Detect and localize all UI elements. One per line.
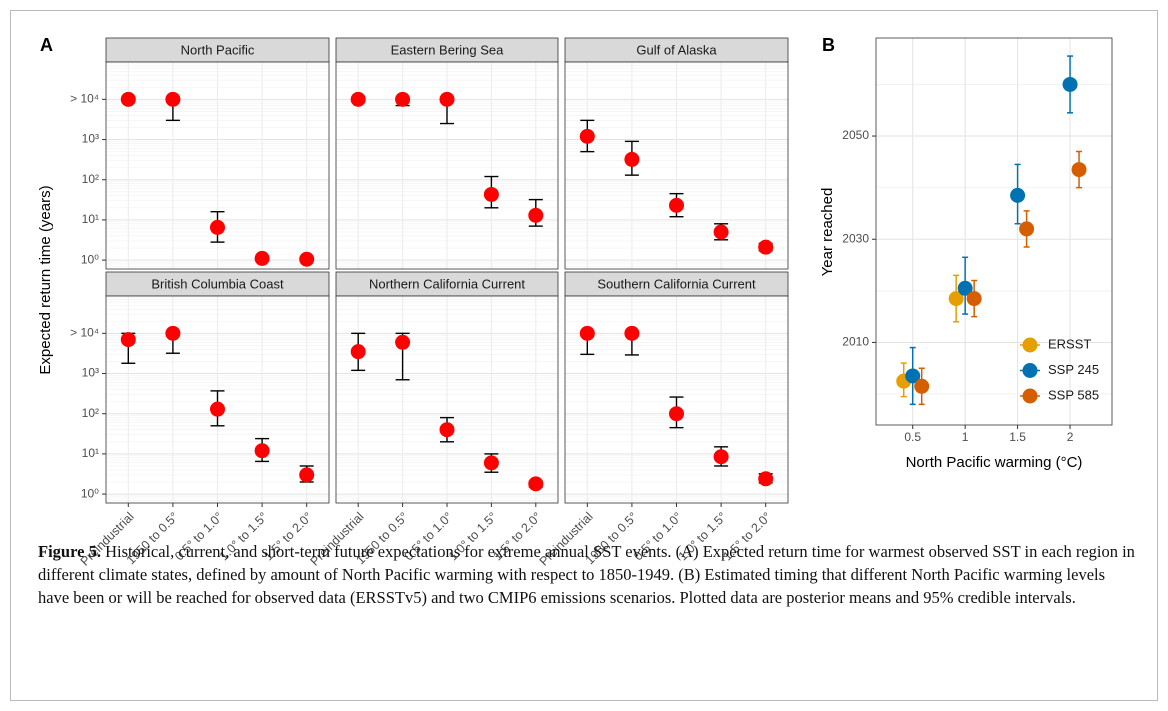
x-tick-label: 1.5 <box>1009 430 1026 444</box>
point <box>579 325 595 341</box>
point <box>210 401 225 417</box>
point <box>483 455 499 471</box>
point <box>914 378 930 394</box>
strip-title: Southern California Current <box>597 276 756 291</box>
point <box>299 251 315 267</box>
caption: Figure 5. Historical, current, and short… <box>38 540 1138 609</box>
point <box>395 334 411 350</box>
legend-label: SSP 585 <box>1048 387 1099 402</box>
point <box>165 91 181 107</box>
point <box>395 91 411 107</box>
x-axis-title: North Pacific warming (°C) <box>906 454 1083 471</box>
legend-key <box>1022 363 1038 378</box>
y-tick-label: 10² <box>82 406 99 420</box>
y-tick-label: 10¹ <box>82 212 99 226</box>
panel-border <box>875 37 1113 426</box>
y-tick-label: > 10⁴ <box>70 326 99 340</box>
panel <box>876 38 1112 425</box>
strip <box>105 271 330 297</box>
y-tick-label: 10⁰ <box>81 252 99 266</box>
y-tick-label: 2050 <box>842 128 869 142</box>
strip <box>564 271 789 297</box>
point <box>713 449 729 465</box>
point <box>528 207 544 223</box>
legend-key <box>1022 388 1038 404</box>
y-tick-label: 10⁰ <box>81 486 99 500</box>
point <box>905 368 921 384</box>
strip <box>105 37 330 63</box>
point <box>439 422 455 438</box>
y-tick-label: 2010 <box>842 335 869 349</box>
point <box>957 280 973 296</box>
legend-label: ERSST <box>1048 336 1091 351</box>
x-tick-label: 0.5 <box>904 430 921 444</box>
strip-title: North Pacific <box>181 42 255 57</box>
x-tick-label: 2 <box>1067 430 1074 444</box>
point <box>254 443 270 459</box>
point <box>350 91 366 107</box>
point <box>254 250 270 266</box>
point <box>1071 162 1087 178</box>
caption-text: Historical, current, and short-term futu… <box>38 542 1135 607</box>
y-tick-label: 10² <box>82 172 99 186</box>
panel-border <box>105 61 330 270</box>
strip-title: Gulf of Alaska <box>636 42 717 57</box>
point <box>713 224 729 240</box>
y-tick-label: 2030 <box>842 231 869 245</box>
point <box>1019 221 1035 237</box>
point <box>579 128 595 144</box>
strip-title: British Columbia Coast <box>151 276 284 291</box>
point <box>624 325 640 341</box>
strip-title: Eastern Bering Sea <box>391 42 505 57</box>
x-tick-label: 1 <box>962 430 969 444</box>
y-tick-label: 10³ <box>82 132 99 146</box>
strip <box>335 271 559 297</box>
panel-label: A <box>40 35 53 55</box>
panel-border <box>335 61 559 270</box>
strip <box>564 37 789 63</box>
point <box>1062 76 1078 92</box>
point <box>350 344 366 360</box>
legend-label: SSP 245 <box>1048 362 1099 377</box>
point <box>624 151 640 167</box>
point <box>439 91 455 107</box>
point <box>483 186 499 202</box>
point <box>299 467 315 483</box>
point <box>669 197 684 213</box>
strip <box>335 37 559 63</box>
point <box>120 332 136 348</box>
y-axis-title: Year reached <box>819 188 836 277</box>
point <box>758 239 774 255</box>
figure-frame <box>10 10 1158 701</box>
legend-key <box>1022 337 1038 353</box>
caption-label: Figure 5. <box>38 542 101 561</box>
point <box>165 325 181 341</box>
y-tick-label: 10³ <box>82 366 99 380</box>
point <box>1010 187 1026 203</box>
point <box>669 406 684 422</box>
y-axis-title: Expected return time (years) <box>37 185 54 374</box>
point <box>966 291 982 307</box>
point <box>948 291 964 307</box>
y-tick-label: 10¹ <box>82 446 99 460</box>
panel-border <box>564 61 789 270</box>
y-tick-label: > 10⁴ <box>70 92 99 106</box>
panel-label: B <box>822 35 835 55</box>
point <box>210 219 225 235</box>
point <box>758 471 774 487</box>
point <box>528 476 544 492</box>
strip-title: Northern California Current <box>369 276 525 291</box>
point <box>120 91 136 107</box>
